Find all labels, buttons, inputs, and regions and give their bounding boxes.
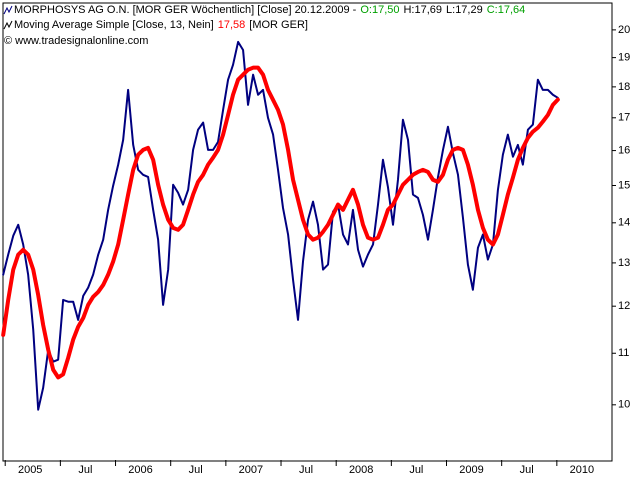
legend-value: 17,58 xyxy=(218,19,246,31)
y-tick-label: 10 xyxy=(618,399,630,411)
legend-entry: Moving Average Simple [Close, 13, Nein] 1… xyxy=(14,19,308,31)
x-tick-label: Jul xyxy=(78,464,92,476)
y-tick-label: 14 xyxy=(618,217,630,229)
x-tick-label: 2006 xyxy=(128,464,152,476)
x-tick-label: Jul xyxy=(409,464,423,476)
legend-quote: L:17,29 xyxy=(446,4,483,16)
x-tick-label: 2009 xyxy=(459,464,483,476)
y-tick-label: 16 xyxy=(618,144,630,156)
plot-frame xyxy=(2,2,613,462)
legend-entry: MORPHOSYS AG O.N. [MOR GER Wöchentlich] … xyxy=(14,4,525,16)
x-tick-label: Jul xyxy=(520,464,534,476)
legend-quote: H:17,69 xyxy=(403,4,442,16)
series-line xyxy=(1,65,560,380)
series-line xyxy=(2,40,559,411)
y-tick-label: 17 xyxy=(618,112,630,124)
credit: © www.tradesignalonline.com xyxy=(4,35,148,47)
legend-source: [MOR GER] xyxy=(249,19,308,31)
x-tick-label: 2008 xyxy=(349,464,373,476)
y-tick-label: 12 xyxy=(618,300,630,312)
y-tick-label: 11 xyxy=(618,347,629,359)
y-tick-label: 20 xyxy=(618,24,630,36)
legend-icon xyxy=(3,20,13,30)
legend-quote: O:17,50 xyxy=(360,4,399,16)
y-tick-label: 15 xyxy=(618,179,630,191)
legend-icon xyxy=(3,5,13,15)
y-tick-label: 13 xyxy=(618,257,630,269)
x-tick-label: 2007 xyxy=(239,464,263,476)
legend-name: Moving Average Simple [Close, 13, Nein] xyxy=(14,19,214,31)
x-tick-label: 2005 xyxy=(18,464,42,476)
legend-quote: C:17,64 xyxy=(487,4,526,16)
y-tick-label: 18 xyxy=(618,81,630,93)
x-tick-label: 2010 xyxy=(570,464,594,476)
x-tick-label: Jul xyxy=(299,464,313,476)
x-tick-label: Jul xyxy=(189,464,203,476)
y-tick-label: 19 xyxy=(618,52,630,64)
legend-name: MORPHOSYS AG O.N. [MOR GER Wöchentlich] … xyxy=(14,4,357,16)
